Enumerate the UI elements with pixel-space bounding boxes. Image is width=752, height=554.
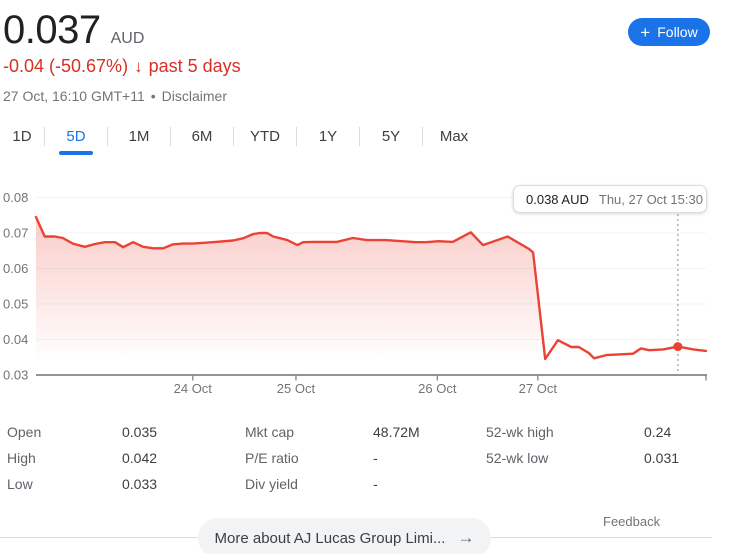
feedback-link[interactable]: Feedback <box>603 514 661 529</box>
tab-label: Max <box>439 127 469 145</box>
stat-label: 52-wk high <box>486 424 554 440</box>
tab-1m[interactable]: 1M <box>108 120 170 152</box>
price-row: 0.037 AUD <box>3 8 144 53</box>
stat-value: - <box>373 450 378 466</box>
change-period: past 5 days <box>148 56 241 76</box>
y-axis-label: 0.05 <box>3 297 28 312</box>
tab-5y[interactable]: 5Y <box>360 120 422 152</box>
range-tabs: 1D 5D 1M 6M YTD 1Y 5Y Max <box>0 120 485 155</box>
tab-ytd[interactable]: YTD <box>234 120 296 152</box>
stat-label: Div yield <box>245 476 298 492</box>
stat-value: 0.031 <box>644 450 680 466</box>
y-axis-label: 0.08 <box>3 190 28 205</box>
change-amount: -0.04 (-50.67%) <box>3 56 129 76</box>
tab-max[interactable]: Max <box>423 120 485 152</box>
y-axis-label: 0.06 <box>3 261 28 276</box>
stat-label: P/E ratio <box>245 450 299 466</box>
stat-label: Low <box>7 476 33 492</box>
tooltip-time: Thu, 27 Oct 15:30 <box>598 191 703 207</box>
x-axis-label: 24 Oct <box>174 381 213 396</box>
tab-5d[interactable]: 5D <box>45 120 107 155</box>
quote-meta: 27 Oct, 16:10 GMT+11 • Disclaimer <box>3 88 227 104</box>
stat-label <box>486 471 644 497</box>
y-axis-label: 0.03 <box>3 368 28 383</box>
arrow-right-icon: → <box>457 528 475 547</box>
more-about-button[interactable]: More about AJ Lucas Group Limi... → <box>198 518 491 554</box>
tab-divider <box>296 126 297 146</box>
tab-label: 6M <box>191 127 213 145</box>
tab-6m[interactable]: 6M <box>171 120 233 152</box>
price-change: -0.04 (-50.67%) ↓ past 5 days <box>3 56 241 77</box>
follow-button-label: Follow <box>657 24 698 40</box>
marker-dot <box>673 342 683 352</box>
tab-label: 1D <box>12 127 32 145</box>
stat-value: 48.72M <box>373 424 420 440</box>
tab-label: 5Y <box>381 127 401 145</box>
y-axis-label: 0.04 <box>3 332 28 347</box>
meta-separator: • <box>150 88 156 104</box>
stat-label: High <box>7 450 36 466</box>
tab-label: YTD <box>250 127 280 145</box>
stat-label: Mkt cap <box>245 424 295 440</box>
stat-value: 0.035 <box>122 424 158 440</box>
tab-divider <box>233 126 234 146</box>
chart-tooltip: 0.038 AUD Thu, 27 Oct 15:30 <box>513 185 707 213</box>
active-tab-underline <box>59 151 93 155</box>
tab-divider <box>107 126 108 146</box>
x-axis-label: 26 Oct <box>418 381 457 396</box>
quote-timestamp: 27 Oct, 16:10 GMT+11 <box>3 88 145 104</box>
tab-divider <box>359 126 360 146</box>
tab-1y[interactable]: 1Y <box>297 120 359 152</box>
stat-value: 0.033 <box>122 476 158 492</box>
stat-label: Open <box>7 424 42 440</box>
tooltip-price: 0.038 AUD <box>526 191 589 207</box>
tab-label: 1Y <box>318 127 338 145</box>
stat-label: 52-wk low <box>486 450 549 466</box>
stat-value: 0.24 <box>644 424 672 440</box>
currency-label: AUD <box>110 30 145 47</box>
tab-divider <box>44 126 45 146</box>
stat-value: - <box>373 476 378 492</box>
tab-divider <box>170 126 171 146</box>
chart-canvas: 0.08 0.07 0.06 0.05 0.04 0.03 24 Oct 25 Oct 26 O… <box>3 190 708 396</box>
price-chart[interactable]: 0.08 0.07 0.06 0.05 0.04 0.03 24 Oct 25 Oct 26 O… <box>0 185 712 401</box>
follow-button[interactable]: + Follow <box>628 18 710 46</box>
y-axis-label: 0.07 <box>3 226 28 241</box>
tab-divider <box>422 126 423 146</box>
current-price: 0.037 <box>3 8 101 52</box>
stat-value <box>644 471 712 497</box>
arrow-down-icon: ↓ <box>134 56 143 76</box>
disclaimer-link[interactable]: Disclaimer <box>161 88 228 104</box>
price-line <box>34 215 708 361</box>
plus-icon: + <box>640 22 651 42</box>
x-axis-label: 27 Oct <box>519 381 558 396</box>
more-about-label: More about AJ Lucas Group Limi... <box>214 529 446 547</box>
tab-label: 1M <box>128 127 150 145</box>
stat-value: 0.042 <box>122 450 158 466</box>
tab-label: 5D <box>66 127 86 145</box>
x-axis-label: 25 Oct <box>277 381 316 396</box>
tab-1d[interactable]: 1D <box>0 120 44 152</box>
area-fill <box>36 217 706 375</box>
key-stats-table: Open 0.035 Mkt cap 48.72M 52-wk high 0.24 High… <box>7 419 712 497</box>
